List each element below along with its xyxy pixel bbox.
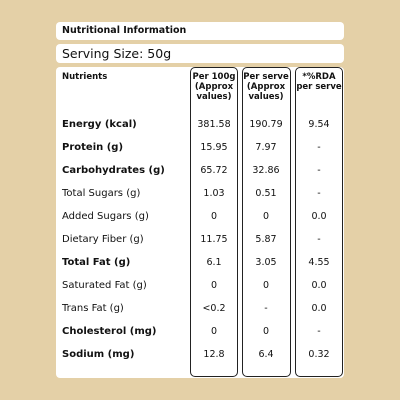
nutrient-value: 6.1 [206,257,222,268]
nutrient-value: - [317,234,321,245]
nutrient-value: 1.03 [203,188,225,199]
column-header: *%RDA per serve [296,72,342,92]
nutrient-value: 3.05 [255,257,277,268]
nutrient-name: Sodium (mg) [62,349,135,360]
nutrient-value: 0.32 [308,349,330,360]
nutrient-value: 0 [262,211,270,222]
nutrient-value: 12.8 [203,349,225,360]
nutrient-value: 0 [262,280,270,291]
column-border [295,67,343,377]
nutrient-name: Cholesterol (mg) [62,326,157,337]
column-header: Per 100g (Approx values) [192,72,236,102]
nutrient-name: Saturated Fat (g) [62,280,147,291]
column-header: Per serve (Approx values) [243,72,289,102]
nutrient-value: 7.97 [255,142,277,153]
nutrient-value: - [264,303,268,314]
nutrient-value: 6.4 [258,349,274,360]
nutrient-name: Dietary Fiber (g) [62,234,144,245]
nutrient-value: 0.0 [311,280,327,291]
nutrient-value: 190.79 [249,119,283,130]
column-border [190,67,238,377]
nutrient-value: 32.86 [252,165,280,176]
nutrient-value: 15.95 [200,142,228,153]
nutrient-value: - [317,326,321,337]
nutrient-value: 0 [210,326,218,337]
nutrient-value: 0 [210,280,218,291]
column-header: Nutrients [62,72,108,82]
nutrient-value: 0 [262,326,270,337]
nutrient-value: 0 [210,211,218,222]
column-border [242,67,291,377]
nutrient-name: Protein (g) [62,142,124,153]
nutrient-value: 4.55 [308,257,330,268]
nutrient-value: 11.75 [200,234,228,245]
nutrient-value: 5.87 [255,234,277,245]
serving-box: Serving Size: 50g [56,44,344,63]
title: Nutritional Information [62,25,187,36]
nutrient-value: - [317,142,321,153]
nutrient-name: Total Fat (g) [62,257,131,268]
nutrient-value: 65.72 [200,165,228,176]
serving-size: Serving Size: 50g [62,46,172,61]
nutrient-name: Carbohydrates (g) [62,165,165,176]
nutrient-value: 381.58 [197,119,231,130]
nutrient-value: 0.0 [311,303,327,314]
nutrient-value: 9.54 [308,119,330,130]
nutrient-name: Trans Fat (g) [62,303,124,314]
nutrient-value: 0.51 [255,188,277,199]
nutrient-name: Total Sugars (g) [62,188,141,199]
title-box: Nutritional Information [56,22,344,40]
nutrient-name: Added Sugars (g) [62,211,149,222]
nutrient-value: - [317,188,321,199]
nutrient-value: - [317,165,321,176]
nutrient-value: <0.2 [202,303,226,314]
nutrient-value: 0.0 [311,211,327,222]
nutrient-name: Energy (kcal) [62,119,137,130]
